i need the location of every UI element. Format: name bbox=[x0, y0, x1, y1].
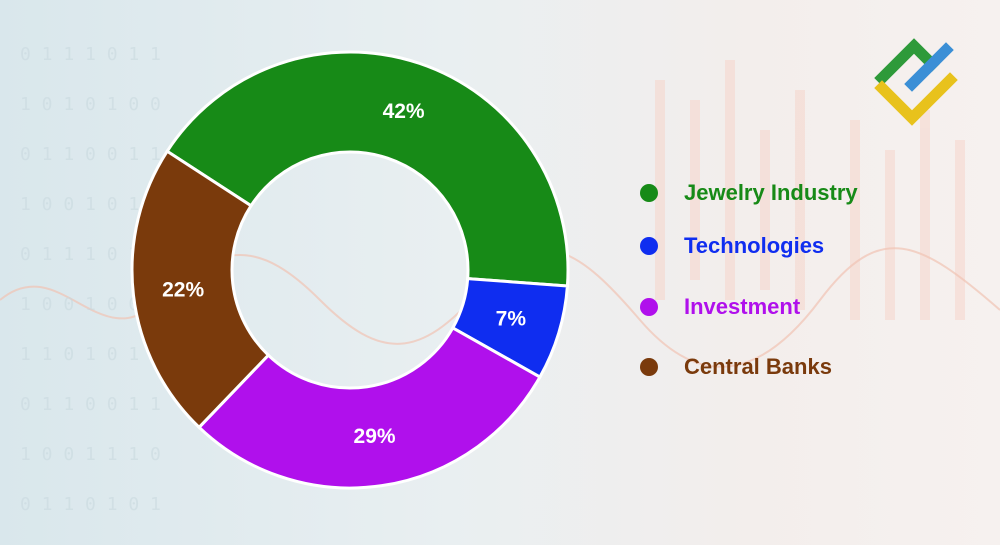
svg-text:0 1 1 1 0 1 1: 0 1 1 1 0 1 1 bbox=[20, 244, 161, 265]
legend-item-jewelry-industry: Jewelry Industry bbox=[640, 178, 858, 208]
slice-value-label: 29% bbox=[354, 425, 396, 448]
legend-item-technologies: Technologies bbox=[640, 231, 824, 261]
legend-swatch bbox=[640, 298, 658, 316]
legend-item-central-banks: Central Banks bbox=[640, 352, 832, 382]
slice-value-label: 7% bbox=[496, 308, 527, 331]
svg-text:0 1 1 1 0 1 1: 0 1 1 1 0 1 1 bbox=[20, 44, 161, 65]
legend-item-investment: Investment bbox=[640, 292, 800, 322]
svg-text:1 0 0 1 1 1 0: 1 0 0 1 1 1 0 bbox=[20, 444, 161, 465]
legend-swatch bbox=[640, 184, 658, 202]
svg-text:1 0 1 0 1 0 0: 1 0 1 0 1 0 0 bbox=[20, 94, 161, 115]
slice-labels: 42% 7% 29% 22% bbox=[162, 100, 526, 448]
legend-label: Jewelry Industry bbox=[684, 180, 858, 205]
svg-text:0 1 1 0 0 1 1: 0 1 1 0 0 1 1 bbox=[20, 394, 161, 415]
slice-value-label: 42% bbox=[383, 100, 425, 123]
donut-slice-jewelry-industry bbox=[165, 50, 570, 288]
slice-value-label: 22% bbox=[162, 278, 204, 301]
legend-label: Central Banks bbox=[684, 354, 832, 379]
legend-label: Technologies bbox=[684, 233, 825, 258]
svg-text:0 1 1 0 1 0 1: 0 1 1 0 1 0 1 bbox=[20, 494, 161, 515]
donut-slice-investment bbox=[196, 325, 542, 490]
legend-label: Investment bbox=[684, 294, 801, 319]
svg-text:1 1 0 1 0 1 0: 1 1 0 1 0 1 0 bbox=[20, 344, 161, 365]
brand-logo-icon bbox=[874, 38, 958, 126]
svg-text:1 0 0 1 0 0 1: 1 0 0 1 0 0 1 bbox=[20, 294, 161, 315]
donut-slices bbox=[130, 50, 570, 490]
donut-slice-central-banks bbox=[130, 149, 271, 430]
svg-text:1 0 0 1 0 1 0: 1 0 0 1 0 1 0 bbox=[20, 194, 161, 215]
svg-text:0 1 1 0 0 1 1: 0 1 1 0 0 1 1 bbox=[20, 144, 161, 165]
legend-swatch bbox=[640, 237, 658, 255]
legend-swatch bbox=[640, 358, 658, 376]
